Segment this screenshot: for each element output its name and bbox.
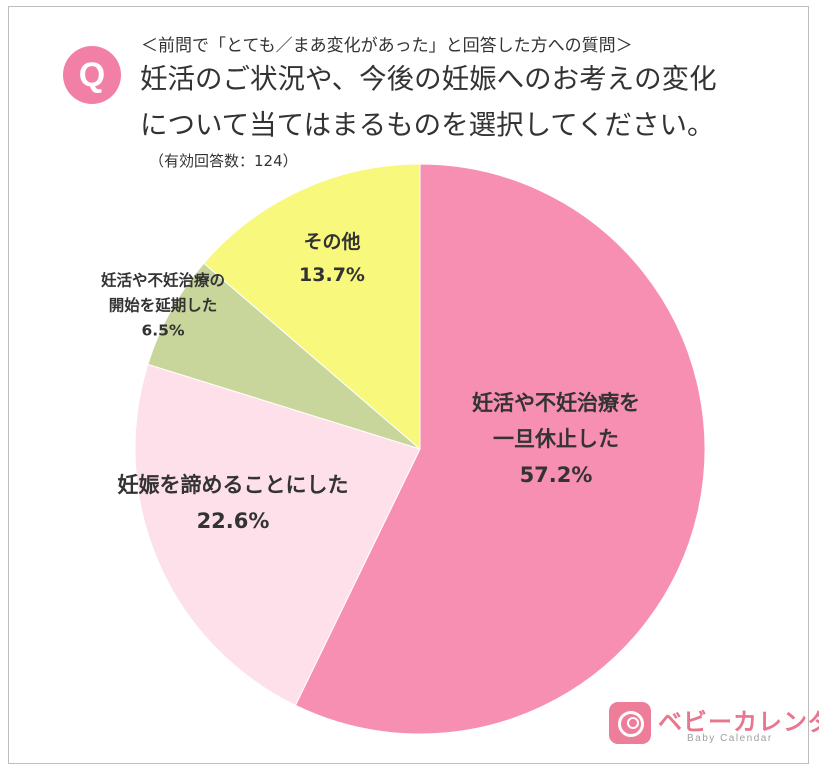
question-badge: Q: [63, 46, 121, 104]
slice-percent-label: 13.7%: [299, 264, 365, 286]
slice-percent-label: 22.6%: [197, 509, 270, 533]
pie-slice: [294, 163, 706, 735]
slice-category-label: その他: [303, 230, 360, 253]
slice-category-label: 妊活や不妊治療の: [101, 271, 225, 290]
logo-sub: Baby Calendar: [687, 733, 773, 744]
slice-category-label: 開始を延期した: [109, 296, 218, 315]
pie-slice: [203, 163, 421, 451]
baby-calendar-logo-icon: [609, 702, 651, 744]
sub-question: ＜前問で「とても／まあ変化があった」と回答した方への質問＞: [141, 36, 633, 56]
slice-percent-label: 6.5%: [142, 322, 185, 340]
pie-slice: [147, 262, 421, 450]
question-title-line2: について当てはまるものを選択してください。: [140, 109, 715, 141]
question-title: 妊活のご状況や、今後の妊娠へのお考えの変化 について当てはまるものを選択してくだ…: [140, 56, 717, 148]
logo-name: ベビーカレンダー: [658, 708, 819, 736]
slice-category-label: 妊活や不妊治療を: [472, 391, 640, 415]
respondent-count: （有効回答数：124）: [149, 152, 298, 170]
slice-percent-label: 57.2%: [520, 463, 593, 487]
brand-logo: ベビーカレンダー Baby Calendar: [609, 700, 819, 752]
chart-frame: [8, 6, 809, 764]
question-title-line1: 妊活のご状況や、今後の妊娠へのお考えの変化: [140, 63, 717, 95]
pie-slices: [134, 163, 706, 735]
slice-category-label: 妊娠を諦めることにした: [118, 473, 349, 497]
pie-slice: [134, 363, 421, 706]
slice-category-label: 一旦休止した: [493, 427, 619, 451]
